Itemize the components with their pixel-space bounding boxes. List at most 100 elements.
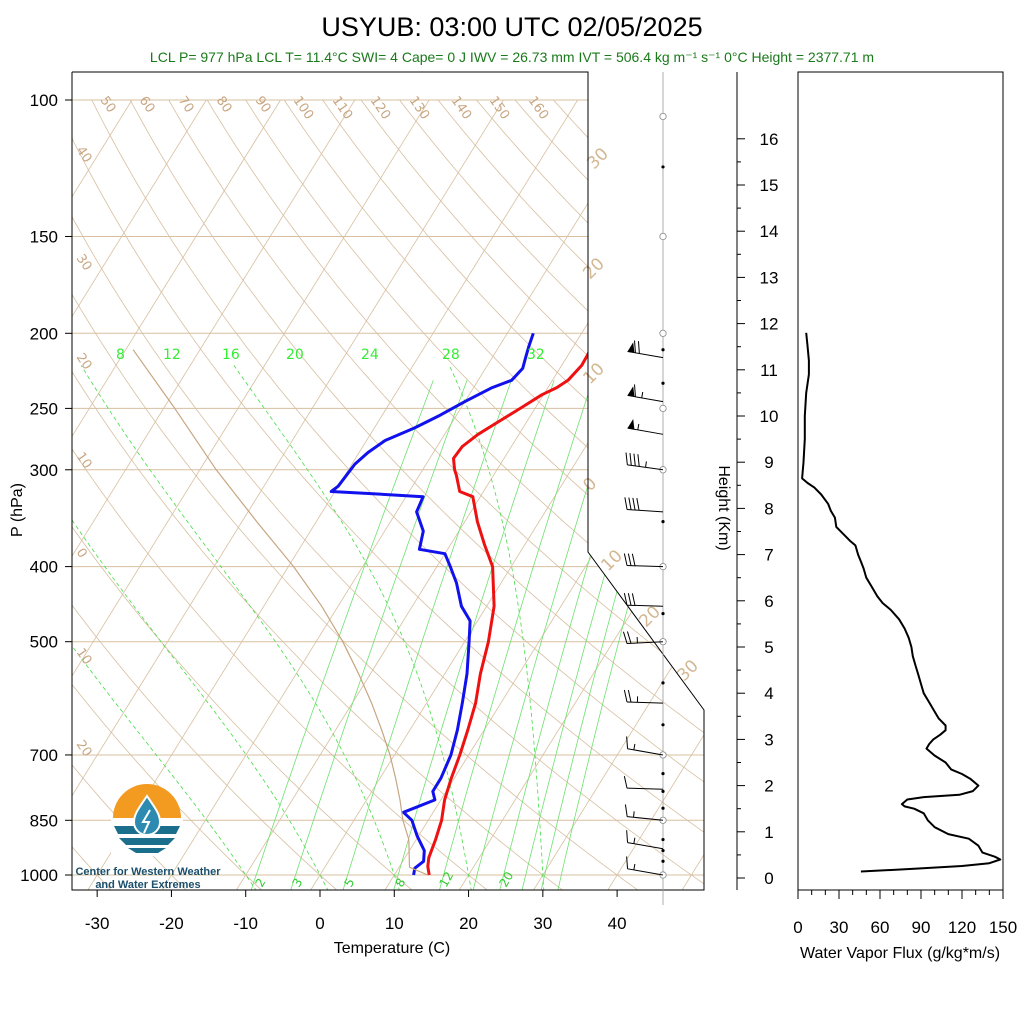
isotherm [532, 99, 704, 890]
isotherm-label: 150 [486, 94, 513, 123]
skew-t-xlabel: Temperature (C) [334, 940, 450, 957]
height-tick-label: 16 [760, 130, 779, 149]
y-tick-label: 150 [30, 227, 58, 246]
barb-flag [633, 453, 636, 466]
barb-level-dot [661, 772, 665, 776]
barb-half-flag [633, 743, 636, 750]
right-label: 30 [673, 656, 702, 685]
dry-adiabat [514, 99, 704, 890]
dry-adiabat [72, 99, 640, 890]
isotherm [383, 99, 704, 890]
barb-flag [625, 452, 628, 465]
barb-level-circle [659, 112, 667, 121]
wvf-x-tick-label: 0 [793, 918, 802, 937]
wind-barb [627, 384, 664, 403]
wvf-frame [797, 71, 1004, 891]
barb-flag [623, 593, 628, 606]
dry-adiabat [72, 99, 264, 890]
barb-level-dot [661, 681, 665, 685]
wvf-x-tick-label: 30 [830, 918, 849, 937]
height-tick-label: 0 [764, 869, 773, 888]
barb-flag [626, 856, 629, 869]
height-tick-label: 9 [764, 453, 773, 472]
isotherm-label: 70 [175, 94, 197, 116]
wind-barb [623, 553, 664, 568]
x-tick-label: -20 [159, 914, 184, 933]
isotherm-label: 90 [252, 94, 274, 116]
isotherm [86, 99, 578, 890]
barb-flag [627, 553, 632, 566]
mixing-ratio-label: 2 [252, 876, 268, 890]
isotherm [606, 99, 704, 890]
isotherm-label: 50 [97, 94, 119, 116]
barb-level-dot [661, 723, 665, 727]
mixing-ratio-line [438, 380, 593, 890]
mixing-ratio-label: 20 [496, 869, 516, 889]
barb-level-dot [661, 612, 665, 616]
wind-barb [627, 418, 664, 435]
left-label: 20 [73, 351, 95, 373]
x-tick-label: 0 [315, 914, 324, 933]
height-tick-label: 2 [764, 777, 773, 796]
skew-t-frame [71, 71, 705, 891]
mixing-ratio-line [250, 380, 434, 890]
wind-barb [626, 736, 664, 756]
barb-flag [634, 340, 636, 353]
barb-half-flag [633, 811, 635, 818]
barb-pennant [627, 418, 635, 430]
barb-flag [622, 631, 628, 644]
height-tick-label: 13 [760, 268, 779, 287]
barb-staff [627, 394, 664, 403]
logo-text-line1: Center for Western Weather [75, 866, 221, 878]
mixing-ratio-line [392, 380, 555, 890]
barb-staff [627, 842, 664, 850]
mixing-ratio-line [342, 380, 512, 890]
right-label: 0 [579, 474, 601, 496]
skew-t-axes: -30 -20 -10 0 10 20 30 401001502002503004005007… [20, 91, 626, 933]
barb-flag [637, 454, 640, 467]
mixing-ratio-label: 28 [442, 347, 460, 363]
isotherm [72, 99, 207, 890]
mixing-ratio-label: 12 [163, 347, 181, 363]
left-label: 0 [73, 546, 90, 561]
barb-level-dot [661, 837, 665, 842]
dry-adiabat [91, 99, 704, 890]
chart-subtitle: LCL P= 977 hPa LCL T= 11.4°C SWI= 4 Cape… [150, 49, 874, 65]
barb-level-dot [661, 165, 665, 169]
dry-adiabat [476, 99, 704, 890]
dry-adiabat [245, 99, 704, 890]
profile-dew-point [329, 332, 535, 876]
dry-adiabat [72, 99, 414, 890]
barb-staff [627, 604, 664, 607]
isotherm-label: 80 [213, 94, 235, 116]
barb-pennant [627, 386, 635, 397]
dry-adiabat [168, 99, 704, 890]
wvf-line [801, 332, 1002, 873]
moist-adiabat [233, 365, 472, 890]
barb-half-flag [641, 391, 644, 398]
left-label: 10 [73, 646, 95, 668]
height-tick-label: 12 [760, 315, 779, 334]
height-tick-label: 10 [760, 407, 779, 426]
y-tick-label: 400 [30, 558, 58, 577]
barb-staff [627, 701, 664, 704]
barb-level-circle [659, 329, 667, 337]
profile-parcel [132, 349, 428, 876]
height-tick-label: 6 [764, 592, 773, 611]
isotherm [72, 99, 281, 890]
y-tick-label: 200 [30, 324, 58, 343]
wind-barb [626, 830, 664, 850]
wvf-x-tick-label: 150 [989, 918, 1017, 937]
logo-text-line2: and Water Extremes [95, 879, 200, 891]
dry-adiabat [553, 99, 704, 890]
isotherm-label: 100 [290, 94, 317, 123]
barb-flag [623, 553, 628, 566]
mixing-ratio-line [499, 380, 644, 890]
wvf-profile [801, 332, 1002, 873]
height-tick-label: 11 [760, 361, 778, 380]
height-tick-label: 3 [764, 730, 773, 749]
isotherm [72, 99, 430, 890]
cw3e-logo: Center for Western Weather and Water Ext… [75, 784, 221, 891]
